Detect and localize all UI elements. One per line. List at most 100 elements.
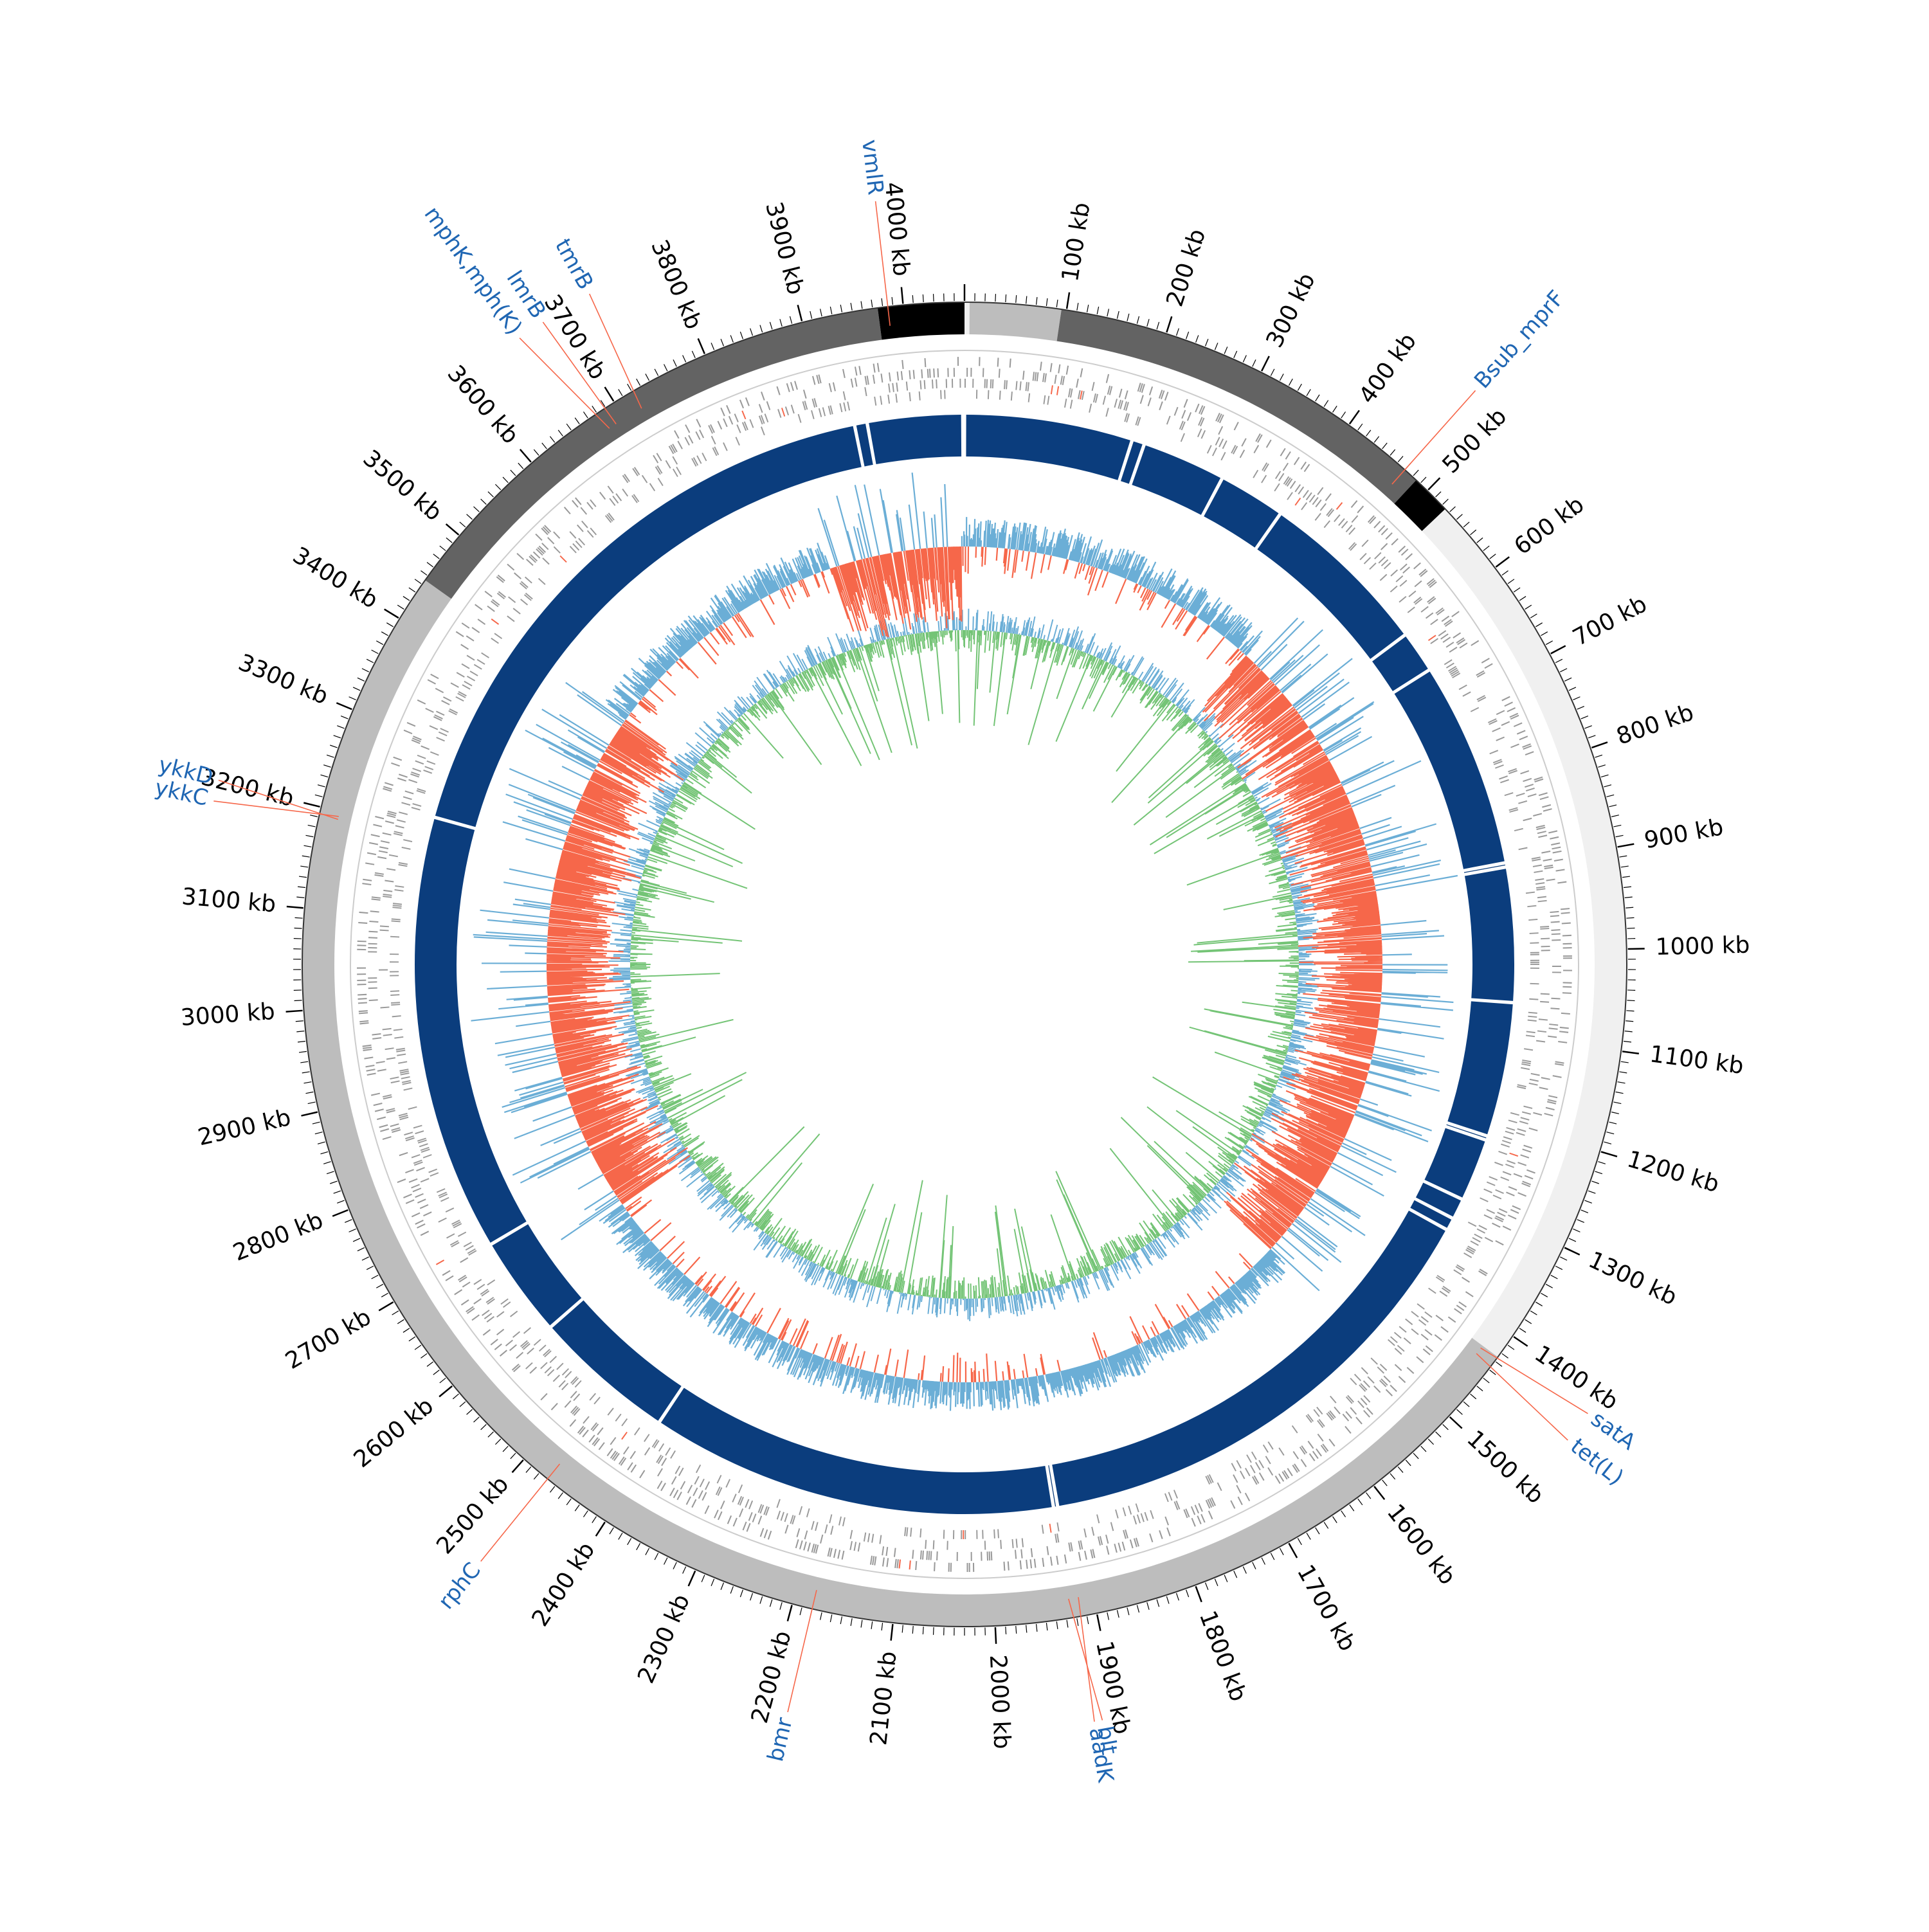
cds-feature xyxy=(1529,1128,1538,1132)
minor-tick xyxy=(315,795,323,797)
cds-feature xyxy=(819,408,822,417)
cds-feature xyxy=(404,730,413,734)
minor-tick xyxy=(315,1132,323,1134)
minor-tick xyxy=(840,1616,842,1624)
minor-tick xyxy=(1535,1302,1542,1306)
cds-feature xyxy=(851,379,854,388)
cds-feature xyxy=(376,1061,385,1063)
minor-tick xyxy=(474,507,480,512)
cds-feature xyxy=(1561,908,1570,910)
cds-feature xyxy=(446,1233,455,1238)
minor-tick xyxy=(1598,1162,1605,1164)
minor-tick xyxy=(770,322,772,329)
cds-feature xyxy=(649,483,655,491)
cds-feature xyxy=(1195,1504,1199,1513)
cds-feature xyxy=(1011,392,1013,401)
cds-feature xyxy=(811,410,815,419)
cds-feature xyxy=(688,435,693,444)
cds-feature xyxy=(922,1551,924,1560)
cds-feature xyxy=(516,1352,523,1359)
cds-feature xyxy=(1354,1374,1361,1381)
cds-feature xyxy=(1454,1308,1462,1315)
minor-tick xyxy=(637,379,640,385)
cds-feature xyxy=(1521,1117,1530,1121)
cds-feature xyxy=(687,1485,693,1493)
cds-feature xyxy=(1042,1525,1044,1534)
cds-feature xyxy=(1462,1277,1470,1283)
cds-feature xyxy=(425,708,434,713)
cds-feature xyxy=(467,655,475,661)
cds-feature xyxy=(436,737,445,741)
major-tick xyxy=(1262,356,1269,371)
cds-feature xyxy=(1149,386,1153,395)
cds-feature xyxy=(477,659,485,665)
cds-feature xyxy=(1535,878,1544,881)
cds-feature xyxy=(385,820,394,824)
cds-feature xyxy=(1508,1119,1517,1123)
tick-label: 600 kb xyxy=(1510,491,1589,560)
gene-label: mphK,mph(K) xyxy=(419,202,527,339)
cds-feature xyxy=(1504,701,1513,707)
cds-feature xyxy=(1159,1530,1163,1539)
cds-feature xyxy=(577,525,584,532)
cds-feature xyxy=(359,1022,368,1024)
cds-feature xyxy=(693,1488,698,1496)
cds-feature xyxy=(673,1490,678,1498)
minor-tick xyxy=(330,745,337,748)
cds-feature xyxy=(1552,933,1561,935)
cds-feature xyxy=(677,441,682,449)
cds-feature xyxy=(1026,1560,1028,1569)
cds-feature xyxy=(408,1106,417,1110)
cds-feature xyxy=(401,802,410,806)
minor-tick xyxy=(861,1620,862,1628)
cds-feature xyxy=(391,920,400,922)
cds-feature xyxy=(430,725,439,730)
cds-feature xyxy=(379,846,388,849)
cds-feature xyxy=(699,429,704,438)
cds-feature xyxy=(1246,1454,1252,1463)
cds-feature xyxy=(421,1178,430,1182)
cds-feature xyxy=(534,1339,541,1346)
cds-feature xyxy=(417,700,426,705)
cds-feature xyxy=(947,368,948,377)
minor-tick xyxy=(1560,1257,1567,1260)
cds-feature xyxy=(512,1331,520,1337)
minor-tick xyxy=(820,1612,822,1620)
gene-label: vmlR xyxy=(856,138,889,196)
major-tick xyxy=(520,449,531,462)
cds-feature xyxy=(822,407,826,416)
minor-tick xyxy=(488,1432,494,1437)
minor-tick xyxy=(851,1618,852,1626)
cds-feature xyxy=(430,1172,439,1177)
minor-tick xyxy=(1177,1593,1179,1600)
cds-feature xyxy=(1315,513,1321,521)
cds-feature xyxy=(1268,1441,1274,1450)
cds-feature xyxy=(777,409,781,418)
minor-tick xyxy=(303,1082,311,1083)
cds-feature xyxy=(1453,633,1461,638)
minor-tick xyxy=(1585,726,1592,728)
blast-hit-block xyxy=(966,415,1130,480)
minor-tick xyxy=(1186,332,1189,339)
minor-tick xyxy=(397,1319,404,1323)
cds-feature xyxy=(926,1551,928,1560)
cds-feature xyxy=(776,386,780,395)
minor-tick xyxy=(353,1238,360,1241)
minor-tick xyxy=(1421,1446,1426,1452)
cds-feature xyxy=(1548,830,1557,833)
cds-feature xyxy=(1399,1376,1406,1383)
minor-tick xyxy=(1398,456,1403,462)
cds-feature xyxy=(1168,1492,1173,1501)
gene-label: Bsub_mprF xyxy=(1469,285,1570,393)
cds-feature xyxy=(426,761,435,765)
minor-tick xyxy=(1016,1626,1017,1634)
cds-feature xyxy=(357,980,366,981)
cds-feature xyxy=(391,1002,400,1004)
cds-feature xyxy=(357,949,366,950)
minor-tick xyxy=(1477,1386,1483,1391)
cds-feature xyxy=(1530,964,1539,965)
cds-feature xyxy=(642,475,648,483)
major-tick xyxy=(788,1605,792,1621)
cds-feature xyxy=(639,1470,645,1478)
cds-feature xyxy=(1238,1497,1243,1505)
